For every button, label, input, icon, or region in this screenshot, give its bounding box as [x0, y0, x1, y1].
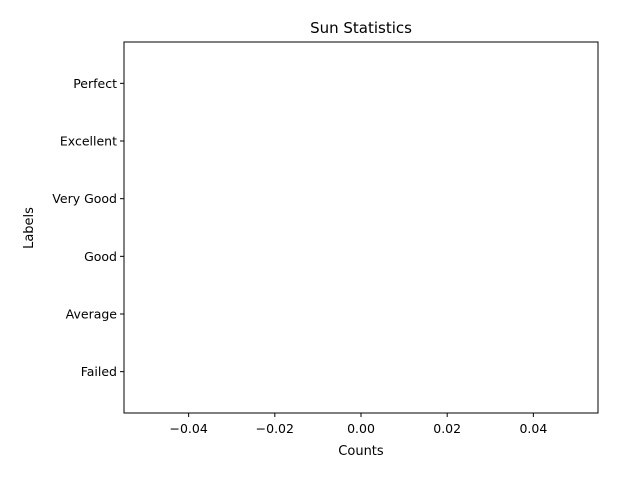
x-tick-label: −0.04 [169, 421, 207, 436]
y-axis-label: Labels [22, 207, 37, 249]
y-tick-label: Failed [81, 364, 117, 379]
plot-layer: Failed Average Good Very Good Excellent Perfe… [52, 76, 547, 436]
x-tick-label: 0.00 [347, 421, 375, 436]
x-tick-label: 0.04 [519, 421, 547, 436]
chart-title: Sun Statistics [310, 19, 412, 37]
y-tick-label: Very Good [52, 191, 117, 206]
plot-frame [123, 41, 599, 414]
x-tick-label: −0.02 [256, 421, 294, 436]
x-axis-label: Counts [338, 444, 384, 459]
y-tick-label: Average [66, 307, 118, 322]
y-tick-label: Perfect [73, 76, 117, 91]
y-tick-label: Good [84, 249, 117, 264]
y-tick-label: Excellent [60, 134, 117, 149]
x-tick-label: 0.02 [433, 421, 461, 436]
